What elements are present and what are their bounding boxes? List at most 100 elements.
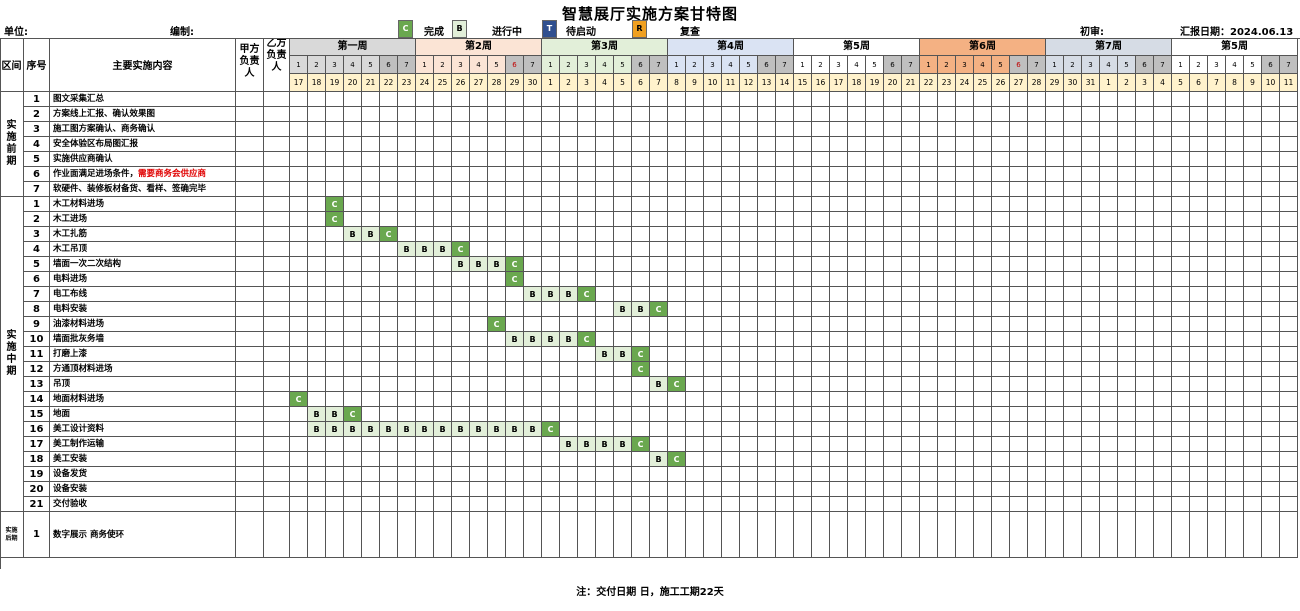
day-cell — [920, 482, 938, 497]
day-cell — [866, 272, 884, 287]
day-cell — [1190, 167, 1208, 182]
date-cell: 16 — [812, 74, 830, 92]
day-cell — [1118, 362, 1136, 377]
day-cell — [452, 227, 470, 242]
day-cell — [974, 242, 992, 257]
day-cell — [344, 452, 362, 467]
day-cell — [1046, 152, 1064, 167]
day-cell — [632, 197, 650, 212]
day-cell — [1010, 182, 1028, 197]
day-cell — [830, 512, 848, 558]
day-cell — [956, 107, 974, 122]
weekday-cell: 1 — [668, 56, 686, 74]
day-cell — [326, 152, 344, 167]
day-cell — [524, 512, 542, 558]
day-cell — [452, 512, 470, 558]
day-cell — [290, 362, 308, 377]
day-cell — [542, 497, 560, 512]
day-cell — [992, 422, 1010, 437]
day-cell — [920, 107, 938, 122]
date-cell: 8 — [1226, 74, 1244, 92]
day-cell — [362, 137, 380, 152]
day-cell — [902, 347, 920, 362]
day-cell — [398, 362, 416, 377]
day-cell — [1118, 272, 1136, 287]
day-cell — [866, 512, 884, 558]
day-cell — [1262, 407, 1280, 422]
day-cell — [1154, 422, 1172, 437]
day-cell — [614, 242, 632, 257]
task-name: 美工制作运输 — [50, 437, 236, 452]
weekday-cell: 1 — [1046, 56, 1064, 74]
day-cell — [1208, 302, 1226, 317]
party-a-cell — [236, 182, 264, 197]
day-cell — [362, 347, 380, 362]
day-cell — [1064, 137, 1082, 152]
party-b-cell — [264, 167, 290, 182]
day-cell — [686, 122, 704, 137]
day-cell — [650, 347, 668, 362]
gantt-mark: C — [632, 347, 650, 362]
day-cell — [1208, 197, 1226, 212]
day-cell — [524, 302, 542, 317]
day-cell — [1154, 242, 1172, 257]
day-cell — [470, 167, 488, 182]
day-cell — [830, 452, 848, 467]
day-cell — [812, 482, 830, 497]
day-cell — [1028, 152, 1046, 167]
day-cell — [992, 227, 1010, 242]
day-cell — [614, 392, 632, 407]
day-cell — [1262, 482, 1280, 497]
party-b-cell — [264, 287, 290, 302]
day-cell — [614, 92, 632, 107]
day-cell — [1172, 512, 1190, 558]
day-cell — [1064, 482, 1082, 497]
day-cell — [290, 467, 308, 482]
date-cell: 25 — [974, 74, 992, 92]
day-cell — [1280, 452, 1298, 467]
day-cell — [686, 377, 704, 392]
day-cell — [1028, 512, 1046, 558]
day-cell — [704, 167, 722, 182]
day-cell — [1118, 497, 1136, 512]
date-cell: 13 — [758, 74, 776, 92]
day-cell — [776, 212, 794, 227]
day-cell — [596, 182, 614, 197]
weekday-cell: 3 — [830, 56, 848, 74]
date-cell: 23 — [938, 74, 956, 92]
day-cell — [542, 377, 560, 392]
gantt-mark: B — [506, 332, 524, 347]
day-cell — [452, 437, 470, 452]
day-cell — [722, 362, 740, 377]
day-cell — [704, 197, 722, 212]
task-seq: 4 — [24, 242, 50, 257]
day-cell — [578, 227, 596, 242]
task-name-highlight: 需要商务会供应商 — [138, 169, 207, 179]
day-cell — [920, 167, 938, 182]
day-cell — [1172, 452, 1190, 467]
day-cell — [902, 107, 920, 122]
day-cell — [1208, 422, 1226, 437]
day-cell — [362, 212, 380, 227]
day-cell — [326, 107, 344, 122]
day-cell — [1208, 212, 1226, 227]
day-cell — [1136, 197, 1154, 212]
day-cell — [524, 452, 542, 467]
day-cell — [1100, 377, 1118, 392]
day-cell — [1028, 362, 1046, 377]
party-a-cell — [236, 152, 264, 167]
day-cell — [794, 167, 812, 182]
day-cell — [1118, 242, 1136, 257]
date-cell: 6 — [1190, 74, 1208, 92]
day-cell — [326, 242, 344, 257]
day-cell — [1082, 212, 1100, 227]
footer-note: 注：交付日期 日，施工工期22天 — [576, 587, 724, 598]
weekday-cell: 1 — [290, 56, 308, 74]
day-cell — [1154, 287, 1172, 302]
day-cell — [1280, 182, 1298, 197]
day-cell — [704, 227, 722, 242]
day-cell — [884, 182, 902, 197]
day-cell — [326, 482, 344, 497]
weekday-cell: 7 — [1154, 56, 1172, 74]
day-cell — [848, 257, 866, 272]
